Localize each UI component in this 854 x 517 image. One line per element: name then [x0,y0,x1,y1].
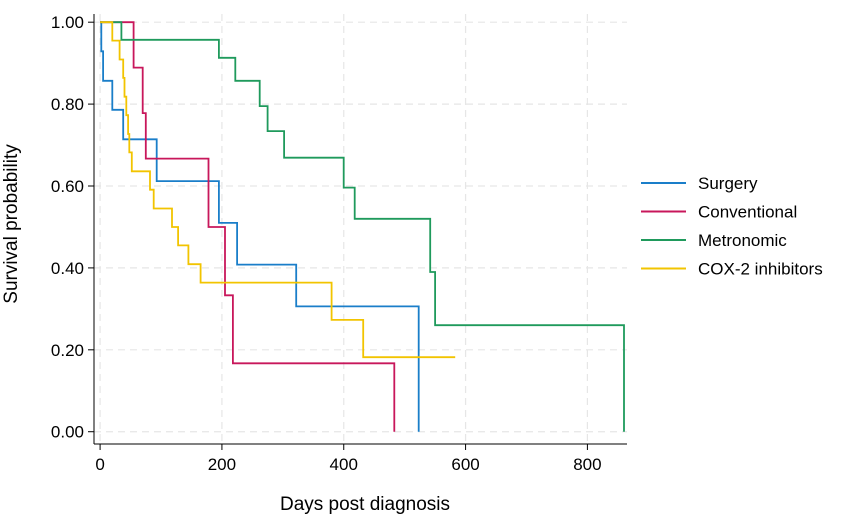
y-tick-label: 1.00 [51,13,84,32]
y-ticks: 0.00 0.20 0.40 0.60 0.80 1.00 [51,13,94,442]
series-line-metronomic [100,21,625,432]
grid-lines [94,14,627,444]
legend-label: Surgery [698,174,758,193]
y-axis-title: Survival probability [1,144,22,304]
legend-label: COX-2 inhibitors [698,260,823,279]
series-line-cox-2-inhibitors [100,21,456,359]
x-ticks: 0 200 400 600 800 [95,444,602,474]
x-tick-label: 0 [95,455,104,474]
legend-label: Metronomic [698,231,787,250]
x-tick-label: 600 [451,455,479,474]
y-tick-label: 0.40 [51,259,84,278]
series-group [100,21,625,432]
y-tick-label: 0.20 [51,341,84,360]
series-line-conventional [100,21,396,432]
axes [93,14,627,445]
legend-label: Conventional [698,203,797,222]
x-tick-label: 200 [208,455,236,474]
y-tick-label: 0.60 [51,177,84,196]
x-axis-title: Days post diagnosis [280,494,450,515]
x-tick-label: 800 [573,455,601,474]
series-line-surgery [100,21,420,432]
y-tick-label: 0.00 [51,423,84,442]
legend: Surgery Conventional Metronomic COX-2 inhib… [641,174,823,279]
y-tick-label: 0.80 [51,95,84,114]
x-tick-label: 400 [330,455,358,474]
